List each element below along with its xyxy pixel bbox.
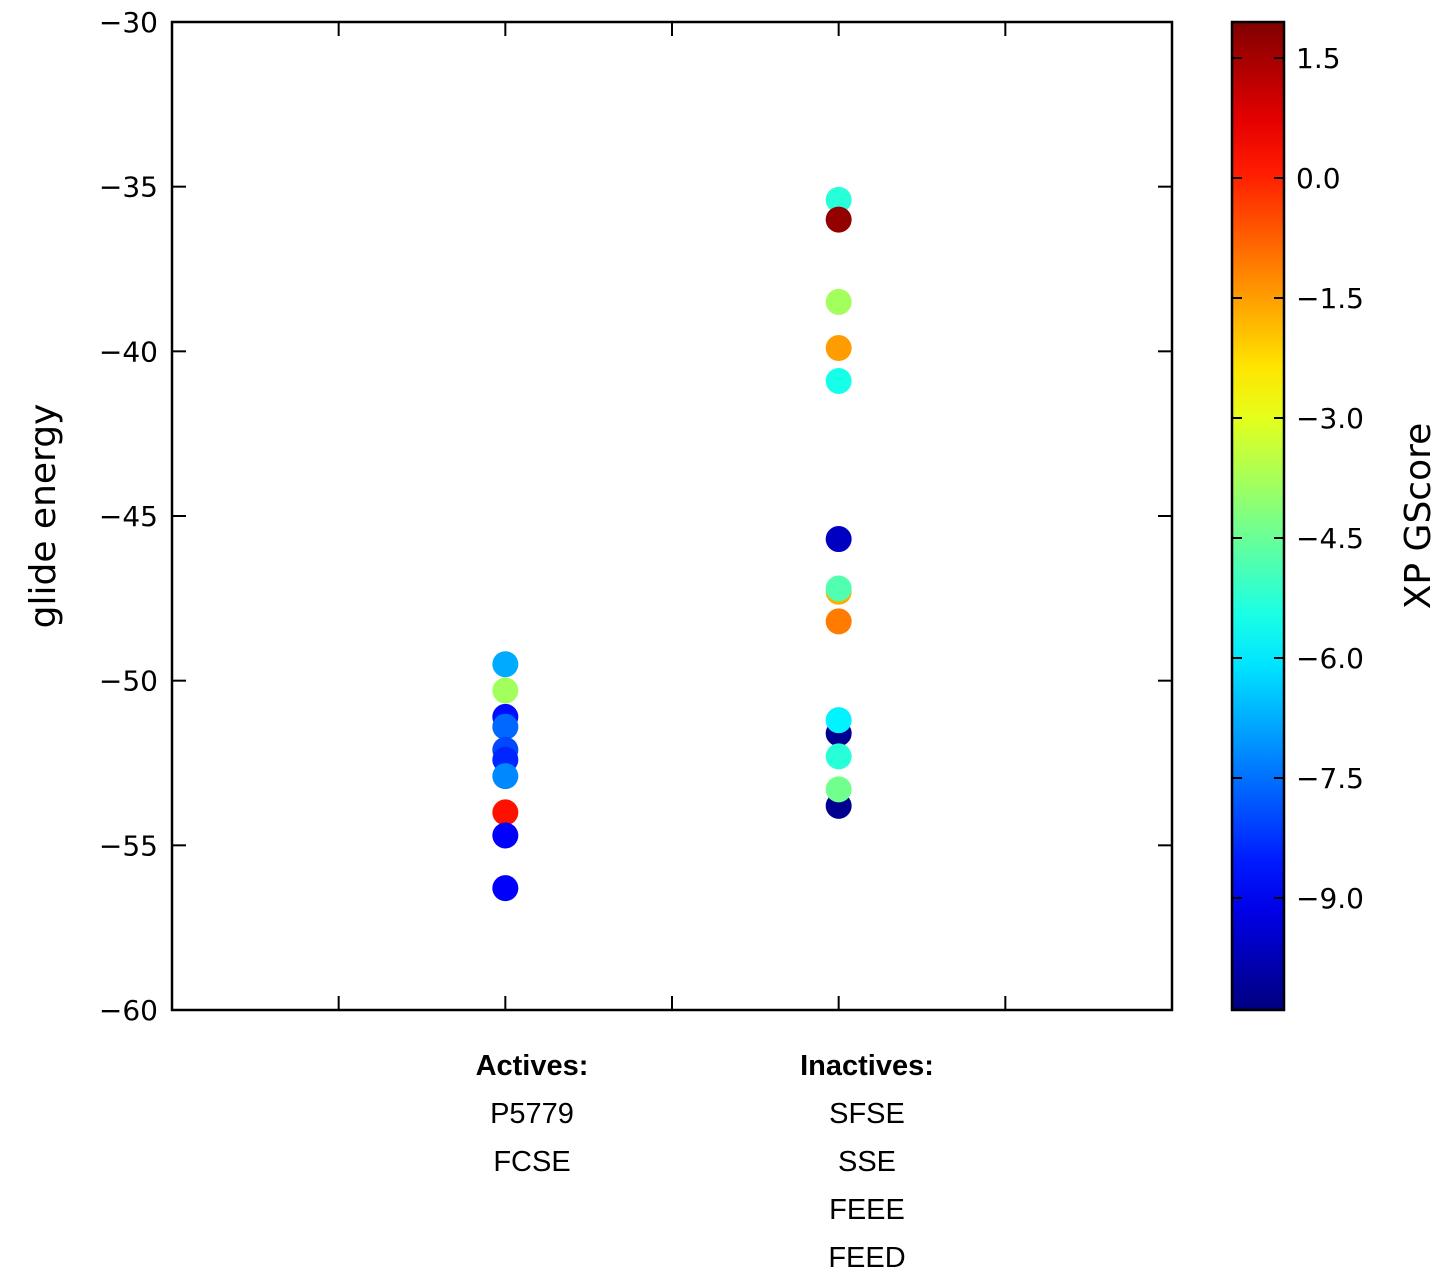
data-point — [492, 651, 519, 678]
colorbar-tick-label: 1.5 — [1296, 42, 1341, 75]
colorbar-tick-label: −7.5 — [1296, 762, 1364, 795]
data-point — [492, 677, 519, 704]
data-point — [825, 206, 852, 233]
group-item: P5779 — [490, 1098, 574, 1130]
data-point — [825, 707, 852, 734]
y-tick-label: −55 — [99, 829, 158, 862]
y-tick-label: −35 — [99, 171, 158, 204]
data-point — [825, 367, 852, 394]
data-point — [825, 186, 852, 213]
plot-frame — [170, 20, 1174, 1012]
group-label-actives: Actives: P5779 FCSE — [432, 1042, 632, 1186]
data-point — [492, 763, 519, 790]
y-tick-label: −40 — [99, 335, 158, 368]
colorbar-tick-label: −4.5 — [1296, 522, 1364, 555]
y-tick-label: −50 — [99, 665, 158, 698]
data-point — [492, 713, 519, 740]
data-point — [492, 799, 519, 826]
data-point — [825, 776, 852, 803]
y-axis-title: glide energy — [23, 404, 64, 629]
data-point — [825, 335, 852, 362]
colorbar-title: XP GScore — [1398, 423, 1439, 610]
y-tick-label: −45 — [99, 500, 158, 533]
data-point — [825, 575, 852, 602]
group-item: SSE — [837, 1146, 897, 1178]
group-header: Inactives: — [800, 1050, 934, 1082]
colorbar-tick-label: −3.0 — [1296, 402, 1364, 435]
colorbar-tick-label: 0.0 — [1296, 162, 1341, 195]
group-item: FEED — [828, 1242, 906, 1274]
y-tick-label: −30 — [99, 6, 158, 39]
data-point — [825, 288, 852, 315]
group-header: Actives: — [475, 1050, 589, 1082]
group-label-inactives: Inactives: SFSE SSE FEEE FEED — [757, 1042, 977, 1282]
data-point — [825, 743, 852, 770]
colorbar — [1230, 20, 1286, 1012]
colorbar-tick-label: −9.0 — [1296, 882, 1364, 915]
data-point — [825, 526, 852, 553]
group-item: SFSE — [829, 1098, 905, 1130]
group-item: FEEE — [829, 1194, 905, 1226]
data-point — [825, 608, 852, 635]
data-point — [492, 822, 519, 849]
group-item: FCSE — [493, 1146, 571, 1178]
y-tick-label: −60 — [99, 994, 158, 1027]
colorbar-tick-label: −6.0 — [1296, 642, 1364, 675]
colorbar-tick-label: −1.5 — [1296, 282, 1364, 315]
data-point — [492, 875, 519, 902]
